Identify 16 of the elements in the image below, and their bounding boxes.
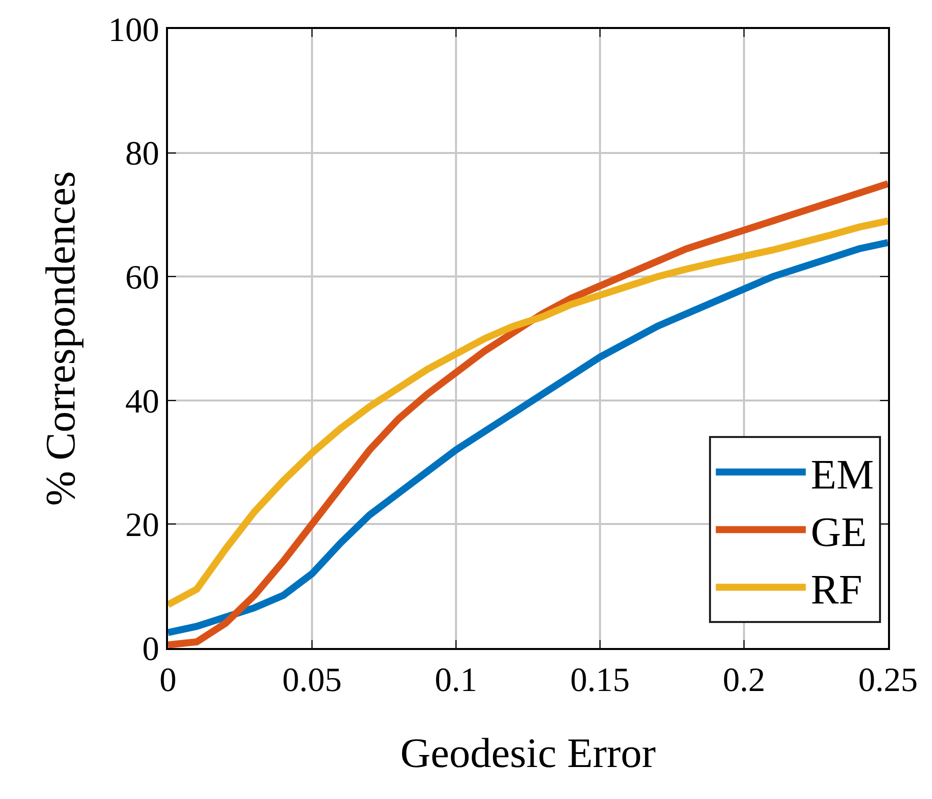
x-axis-title: Geodesic Error [400,731,656,778]
x-tick-label: 0.25 [858,662,918,699]
x-tick-label: 0.2 [722,662,766,699]
y-tick-label: 80 [125,136,160,173]
legend-label: GE [810,510,867,556]
y-tick-label: 0 [142,630,160,668]
y-tick-label: 100 [108,12,160,49]
x-tick-label: 0.15 [570,662,630,699]
y-tick-label: 40 [125,383,160,420]
y-axis-title: % Correspondences [38,171,84,506]
x-tick-label: 0.1 [434,662,478,699]
y-tick-label: 60 [125,260,160,296]
y-tick-label: 20 [125,507,160,544]
legend-label: RF [810,568,862,614]
legend-label: EM [810,452,874,498]
x-tick-label: 0.05 [282,662,342,699]
